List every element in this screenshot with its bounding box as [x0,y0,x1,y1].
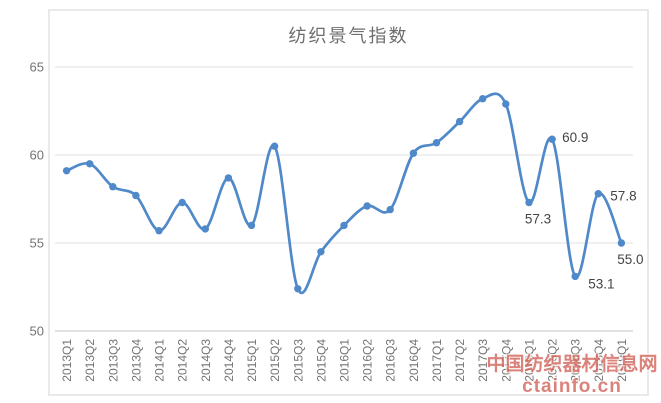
data-point [247,221,256,230]
x-tick-label: 2014Q3 [199,339,213,382]
data-point [109,183,117,191]
data-point [617,239,626,247]
data-point [62,167,71,175]
data-point [363,202,371,210]
data-label: 57.8 [610,189,636,204]
data-point [432,139,441,147]
x-tick-label: 2014Q4 [222,339,236,382]
x-tick-label: 2018Q2 [546,339,560,382]
data-point [270,142,279,150]
x-tick-label: 2016Q3 [384,339,398,382]
data-label: 60.9 [562,130,588,145]
data-point [525,198,533,207]
x-tick-label: 2016Q2 [361,339,375,382]
y-tick-label: 50 [30,324,44,339]
x-tick-label: 2016Q1 [338,339,352,382]
x-tick-label: 2014Q2 [176,339,190,382]
data-point [502,100,510,108]
x-tick-label: 2015Q4 [314,339,328,382]
data-point [317,248,325,256]
data-point [409,149,418,157]
data-point [594,190,602,198]
x-tick-label: 2015Q1 [245,339,259,382]
x-tick-label: 2013Q1 [60,339,74,382]
data-point [294,285,302,293]
y-tick-label: 60 [30,148,44,163]
chart-title: 纺织景气指数 [288,26,409,46]
x-tick-label: 2015Q2 [268,339,282,382]
y-tick-label: 65 [30,60,44,75]
y-tick-label: 55 [30,236,44,251]
data-point [386,205,394,214]
x-tick-label: 2017Q4 [499,339,513,382]
data-point [224,174,233,182]
x-tick-label: 2013Q4 [129,339,143,382]
x-tick-label: 2018Q3 [569,339,583,382]
data-point [155,227,163,235]
data-point [178,198,186,207]
x-tick-label: 2017Q3 [476,339,490,382]
x-tick-label: 2017Q1 [430,339,444,382]
data-label: 57.3 [525,212,551,227]
data-point [571,272,579,281]
x-tick-label: 2016Q4 [407,339,421,382]
x-tick-label: 2013Q3 [106,339,120,382]
data-point [86,160,94,168]
data-label: 55.0 [617,252,643,267]
data-point [340,221,348,230]
x-tick-label: 2019Q1 [615,339,629,382]
data-point [132,191,140,200]
x-tick-label: 2015Q3 [291,339,305,382]
x-tick-label: 2018Q4 [592,339,606,382]
data-point [548,135,556,143]
data-point [201,225,209,233]
x-tick-label: 2014Q1 [153,339,167,382]
series-line [65,92,623,294]
data-label: 53.1 [588,276,614,291]
x-tick-label: 2013Q2 [83,339,97,382]
data-point [455,117,464,126]
x-tick-label: 2018Q1 [523,339,537,382]
x-tick-label: 2017Q2 [453,339,467,382]
data-point [479,95,487,103]
